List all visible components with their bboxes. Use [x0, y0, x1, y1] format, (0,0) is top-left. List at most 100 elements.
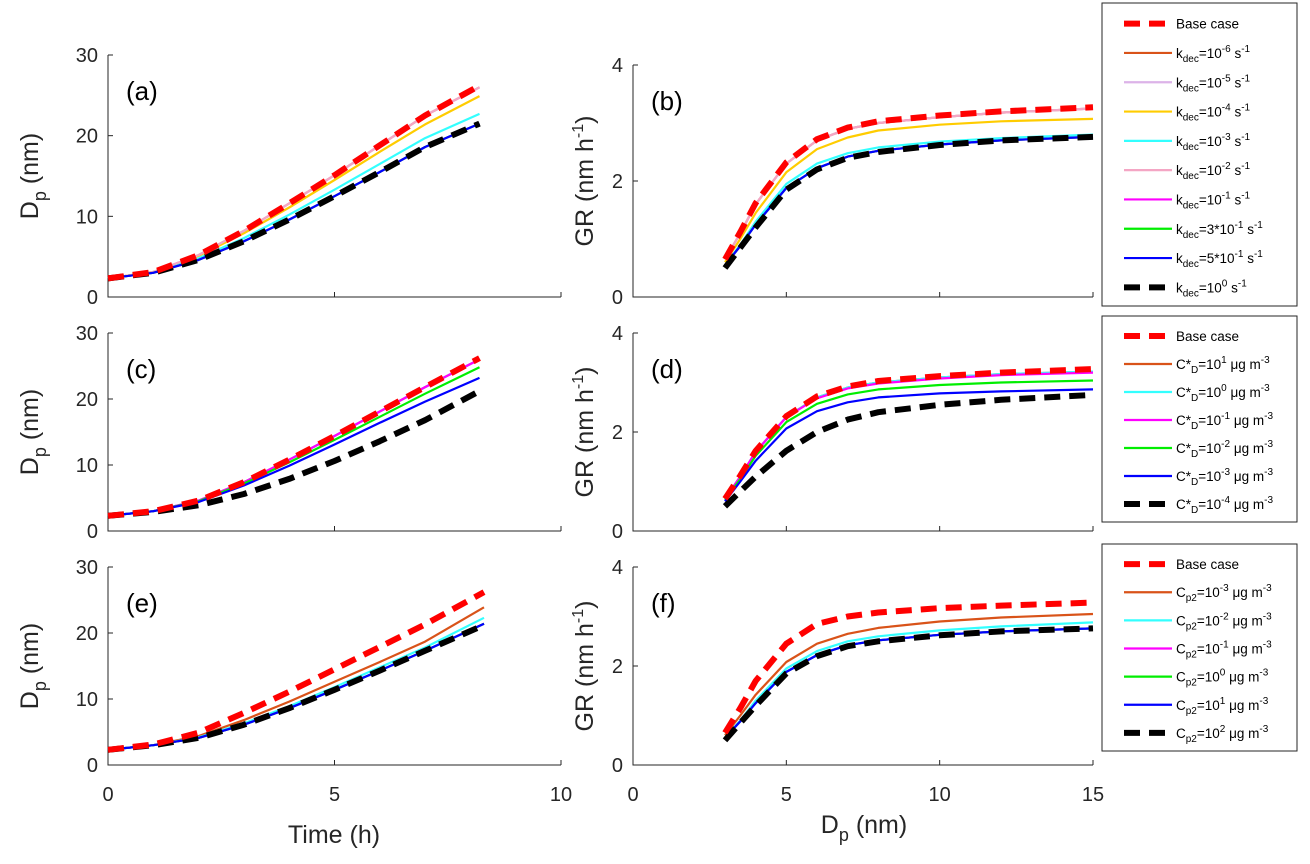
y-axis-label-f: GR (nm h-1): [570, 601, 599, 732]
series-line-f-e0: [722, 625, 1094, 743]
y-tick-label-d: 4: [612, 323, 623, 345]
axis-frame-e: [107, 567, 561, 766]
legend-label-e2: kdec=10-2 s-1: [1176, 161, 1251, 182]
legend-label-e0: Cp2=102 μg m-3: [1176, 724, 1269, 745]
series-line-b-e2: [724, 107, 1094, 260]
legend-label-e1: C*D=10-1 μg m-3: [1176, 411, 1273, 432]
panel-e: 0 10 20 30 0 5 10 (e) Dp (nm): [16, 557, 572, 806]
panel-label-b: (b): [651, 86, 683, 116]
y-tick-label-e: 30: [76, 557, 98, 579]
y-tick-label-b: 4: [612, 55, 623, 77]
x-tick-label-f: 10: [929, 784, 951, 806]
legend-label-e1: kdec=10-1 s-1: [1176, 190, 1251, 211]
legend-label-e4: kdec=10-4 s-1: [1176, 103, 1251, 124]
y-tick-label-f: 2: [612, 656, 623, 678]
panel-label-c: (c): [126, 354, 156, 384]
panel-d: 0 2 4 (d) GR (nm h-1): [570, 323, 1094, 543]
y-tick-label-c: 30: [76, 323, 98, 345]
y-tick-label-b: 2: [612, 171, 623, 193]
series-line-b-base: [722, 104, 1094, 261]
legend-1: Base case kdec=10-6 s-1 kdec=10-5 s-1 kdec=…: [1101, 2, 1298, 307]
panel-label-d: (d): [651, 354, 683, 384]
y-axis-label-a: Dp (nm): [16, 133, 50, 219]
panel-a: 0 10 20 30 (a) Dp (nm): [16, 45, 562, 309]
y-tick-label-e: 10: [76, 689, 98, 711]
y-tick-label-a: 0: [87, 287, 98, 309]
legend-label-e6: Cp2=10-3 μg m-3: [1176, 583, 1272, 604]
y-tick-label-f: 4: [612, 557, 623, 579]
series-line-b-e3: [724, 133, 1094, 266]
y-tick-label-b: 0: [612, 287, 623, 309]
x-tick-label-f: 0: [627, 784, 638, 806]
x-axis-label-e: Time (h): [288, 821, 380, 849]
axis-frame-d: [632, 333, 1093, 532]
series-line-a-e3: [107, 112, 480, 280]
x-tick-label-f: 15: [1082, 784, 1104, 806]
series-line-e-e6: [107, 606, 485, 751]
series-line-d-base: [722, 366, 1094, 501]
legend-label-3e1: C*D=10-2 μg m-3: [1176, 439, 1273, 460]
series-line-e-e3: [107, 616, 485, 751]
y-axis-label-b: GR (nm h-1): [570, 116, 599, 247]
y-tick-label-e: 20: [76, 623, 98, 645]
y-tick-label-d: 0: [612, 521, 623, 543]
y-tick-label-c: 20: [76, 389, 98, 411]
series-line-c-e3: [107, 358, 480, 517]
series-line-d-5e1: [724, 388, 1094, 502]
y-tick-label-d: 2: [612, 422, 623, 444]
x-tick-label-e: 5: [329, 784, 340, 806]
legend-label-base: Base case: [1176, 557, 1239, 572]
legend-label-e5: kdec=10-5 s-1: [1176, 73, 1251, 94]
legend-label-3e1: kdec=3*10-1 s-1: [1176, 220, 1263, 241]
series-line-e-e0: [107, 622, 486, 753]
legend-label-e3: C*D=100 μg m-3: [1176, 383, 1270, 404]
axis-frame-c: [107, 333, 561, 532]
legend-label-e6: kdec=10-6 s-1: [1176, 44, 1251, 65]
series-line-c-e0: [107, 388, 481, 519]
series-line-b-e5: [724, 107, 1094, 260]
series-line-a-base: [107, 83, 481, 282]
series-line-d-3e1: [724, 379, 1094, 501]
series-line-c-5e1: [107, 376, 480, 517]
legend-label-e3: kdec=10-3 s-1: [1176, 132, 1251, 153]
y-tick-label-c: 0: [87, 521, 98, 543]
legend-3: Base case Cp2=10-3 μg m-3 Cp2=10-2 μg m-3 C…: [1101, 543, 1298, 752]
y-tick-label-f: 0: [612, 755, 623, 777]
legend-label-base: Base case: [1176, 17, 1239, 32]
legend-label-e3: Cp2=10-2 μg m-3: [1176, 611, 1272, 632]
y-axis-label-e: Dp (nm): [16, 623, 50, 709]
axis-frame-b: [632, 65, 1093, 298]
axis-frame-f: [632, 567, 1093, 766]
series-line-d-e0: [722, 391, 1094, 509]
legend-label-5e1: C*D=10-3 μg m-3: [1176, 467, 1273, 488]
series-line-f-base: [722, 599, 1094, 735]
x-tick-label-f: 5: [781, 784, 792, 806]
legend-label-e6: C*D=101 μg m-3: [1176, 355, 1270, 376]
panel-label-e: (e): [126, 588, 158, 618]
y-axis-label-c: Dp (nm): [16, 389, 50, 475]
y-tick-label-c: 10: [76, 455, 98, 477]
legend-label-e0: kdec=100 s-1: [1176, 278, 1247, 299]
panel-c: 0 10 20 30 (c) Dp (nm): [16, 323, 562, 543]
legend-label-5e1: kdec=5*10-1 s-1: [1176, 249, 1263, 270]
series-line-c-3e1: [107, 366, 480, 517]
series-line-c-e1: [107, 358, 480, 517]
series-line-c-base: [107, 355, 481, 519]
legend-2: Base case C*D=101 μg m-3 C*D=100 μg m-3 C*D…: [1101, 315, 1298, 523]
x-tick-label-e: 10: [550, 784, 572, 806]
x-tick-label-e: 0: [102, 784, 113, 806]
legend-label-base: Base case: [1176, 329, 1239, 344]
x-axis-label-f: Dp (nm): [821, 811, 907, 845]
series-line-b-e4: [724, 117, 1094, 263]
panel-b: 0 2 4 (b) GR (nm h-1): [570, 55, 1094, 309]
series-line-c-e6: [107, 358, 480, 517]
panel-f: 0 2 4 0 5 10 15 (f) GR (nm h-1): [570, 557, 1104, 806]
legend-label-3e1: Cp2=100 μg m-3: [1176, 668, 1269, 689]
series-line-b-e6: [724, 107, 1094, 260]
series-line-f-e6: [724, 612, 1094, 736]
y-tick-label-a: 30: [76, 45, 98, 67]
series-line-b-e0: [722, 133, 1094, 270]
series-line-e-base: [107, 589, 486, 753]
